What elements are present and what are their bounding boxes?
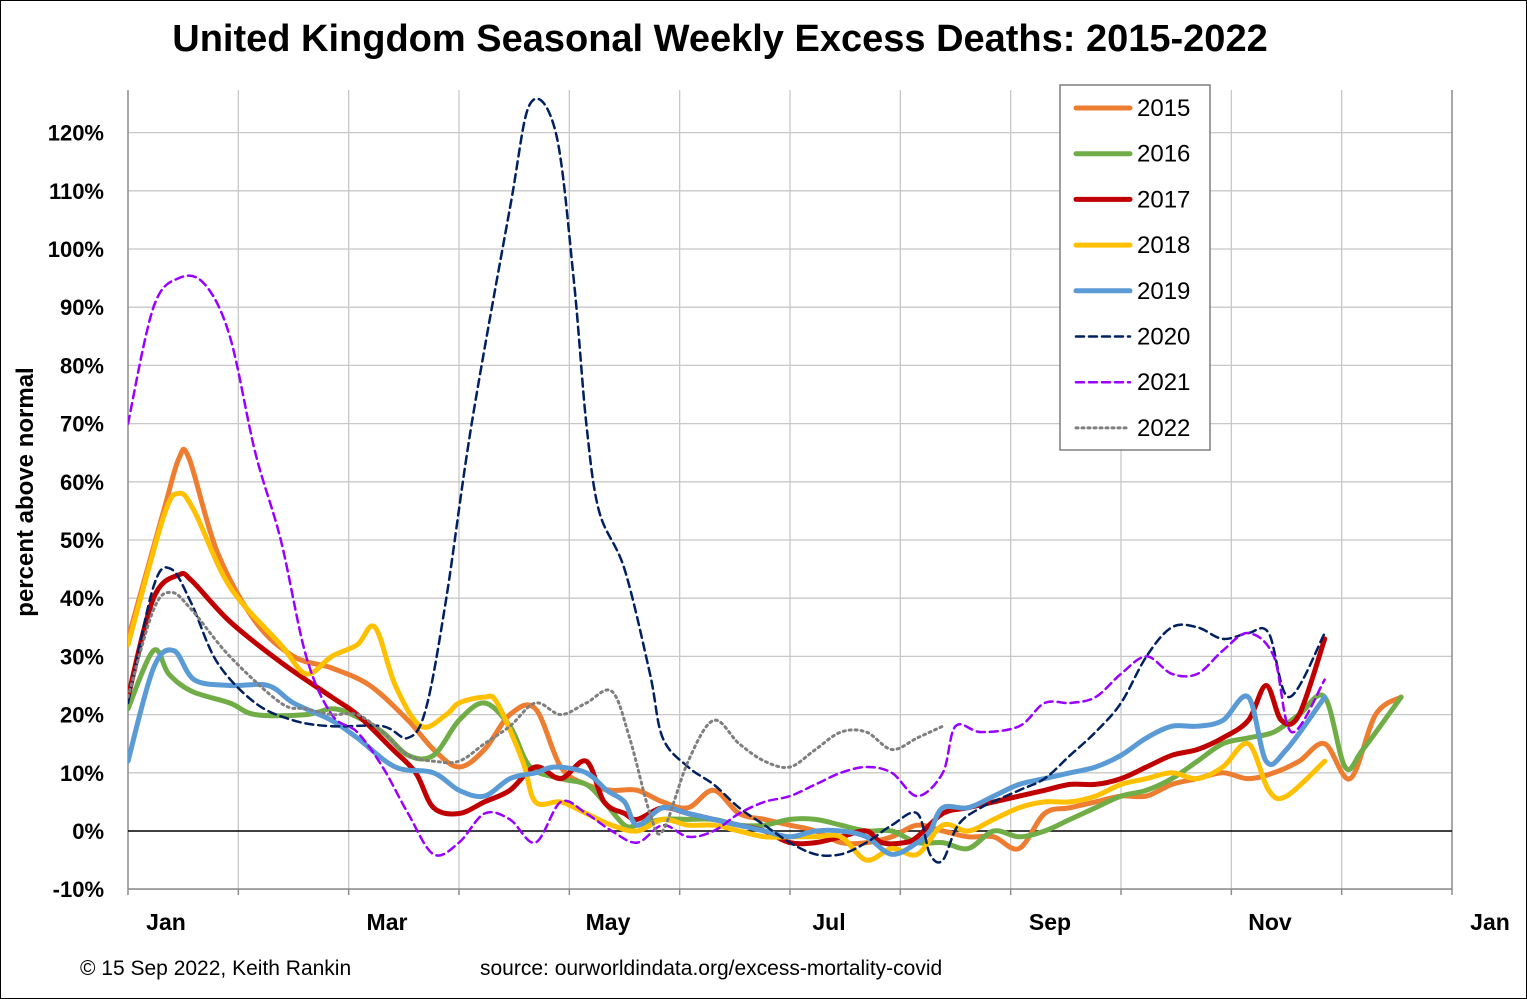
y-tick-label: -10%: [53, 877, 104, 902]
y-tick-label: 70%: [60, 412, 104, 437]
series-line-2021: [128, 274, 1326, 857]
chart-title: United Kingdom Seasonal Weekly Excess De…: [172, 18, 1268, 60]
y-tick-label: 40%: [60, 586, 104, 611]
series-layer: [128, 97, 1404, 864]
x-tick-label: Sep: [1029, 909, 1071, 935]
series-line-2018: [128, 490, 1328, 863]
legend-label-2017: 2017: [1137, 186, 1190, 213]
y-tick-label: 80%: [60, 353, 104, 378]
x-tick-label: Jul: [812, 909, 845, 935]
y-tick-label: 50%: [60, 528, 104, 553]
series-line-2022: [128, 590, 945, 836]
legend-label-2022: 2022: [1137, 415, 1190, 442]
legend-label-2021: 2021: [1137, 369, 1190, 396]
y-tick-label: 90%: [60, 295, 104, 320]
x-tick-label: Mar: [367, 909, 408, 935]
legend: 2015 2016 2017 2018 2019 2020 2021 2022: [1059, 84, 1211, 451]
axes-layer: -10% 0% 10% 20% 30% 40% 50% 60% 70% 80% 90% 100% 110…: [48, 90, 1510, 935]
legend-box: [1059, 84, 1211, 451]
legend-label-2016: 2016: [1137, 141, 1190, 168]
legend-label-2019: 2019: [1137, 278, 1190, 305]
source-text: source: ourworldindata.org/excess-mortal…: [480, 957, 943, 980]
legend-label-2020: 2020: [1137, 324, 1190, 351]
x-tick-label: Jan: [146, 909, 186, 935]
x-tick-label: Nov: [1248, 909, 1292, 935]
credit-text: © 15 Sep 2022, Keith Rankin: [80, 957, 352, 980]
y-tick-label: 30%: [60, 644, 104, 669]
grid-layer: [128, 90, 1452, 890]
y-tick-label: 20%: [60, 703, 104, 728]
y-tick-label: 110%: [49, 179, 104, 204]
series-line-2020: [128, 97, 1326, 864]
y-axis-label: percent above normal: [12, 367, 39, 616]
y-tick-label: 100%: [48, 237, 104, 262]
y-tick-label: 60%: [60, 470, 104, 495]
legend-label-2015: 2015: [1137, 95, 1190, 122]
y-tick-label: 120%: [48, 121, 104, 146]
y-tick-label: 10%: [60, 761, 104, 786]
legend-label-2018: 2018: [1137, 232, 1190, 259]
series-line-2019: [128, 647, 1328, 857]
x-tick-label: May: [586, 909, 631, 935]
x-tick-label: Jan: [1470, 909, 1510, 935]
y-tick-label: 0%: [72, 819, 104, 844]
